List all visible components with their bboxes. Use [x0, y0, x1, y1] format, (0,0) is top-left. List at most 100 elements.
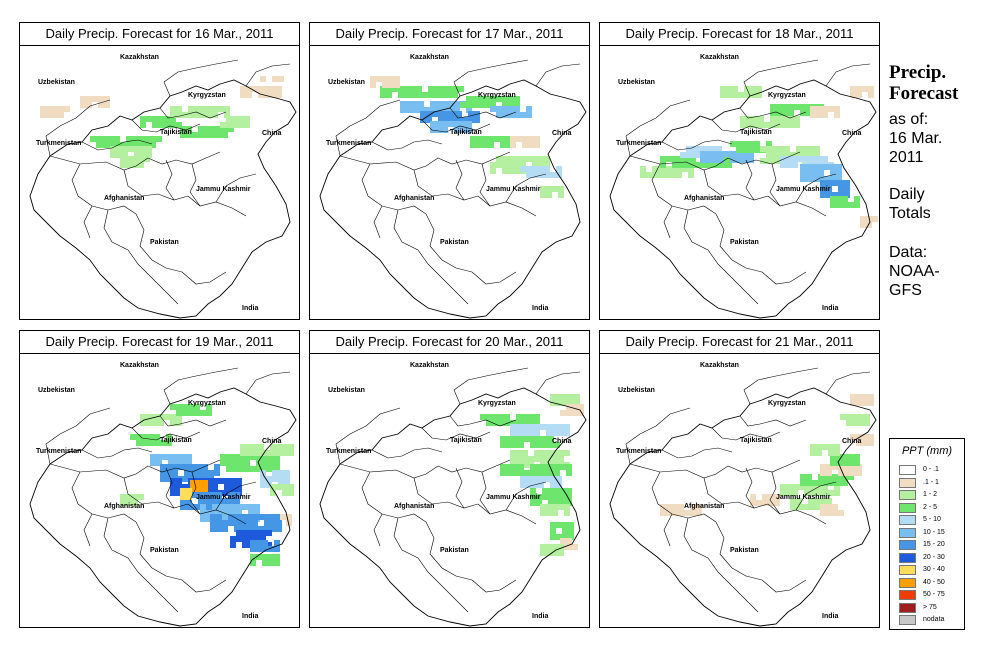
precip-cell: [806, 164, 812, 170]
precip-cell: [850, 434, 856, 440]
precip-cell: [788, 116, 794, 122]
precip-cell: [836, 176, 842, 182]
precip-cell: [794, 116, 800, 122]
label-china: China: [552, 438, 572, 445]
precip-cell: [836, 196, 842, 202]
precip-cell: [842, 480, 848, 486]
precip-cell: [166, 434, 172, 440]
precip-cell: [546, 456, 552, 462]
precip-cell: [548, 500, 554, 506]
precip-cell: [80, 102, 86, 108]
precip-cell: [816, 444, 822, 450]
precip-cell: [566, 500, 572, 506]
precip-cell: [216, 492, 222, 498]
precip-cell: [224, 112, 230, 118]
precip-cell: [472, 102, 478, 108]
precip-cell: [146, 116, 152, 122]
precip-cell: [132, 162, 138, 168]
label-uzbekistan: Uzbekistan: [328, 387, 365, 394]
precip-cell: [172, 464, 178, 470]
precip-cell: [838, 510, 844, 516]
precip-cell: [274, 454, 280, 460]
precip-cell: [552, 504, 558, 510]
precip-cell: [524, 470, 530, 476]
afghanistan-border: [319, 387, 587, 627]
precip-cell: [270, 526, 276, 532]
precip-cell: [248, 530, 254, 536]
precip-cell: [868, 440, 874, 446]
precip-cell: [278, 470, 284, 476]
precip-cell: [236, 504, 242, 510]
precip-cell: [120, 162, 126, 168]
precip-cell: [558, 186, 564, 192]
precip-cell: [794, 104, 800, 110]
precip-cell: [222, 526, 228, 532]
precip-cell: [236, 484, 242, 490]
province-border: [727, 459, 801, 473]
precip-cell: [814, 504, 820, 510]
precip-cell: [756, 86, 762, 92]
precip-cell: [518, 442, 524, 448]
precip-cell: [812, 170, 818, 176]
precip-cell: [848, 460, 854, 466]
precip-cell: [842, 202, 848, 208]
legend-label: nodata: [923, 616, 945, 623]
precip-cell: [790, 498, 796, 504]
precip-cell: [848, 202, 854, 208]
precip-cell: [736, 147, 742, 153]
precip-cell: [814, 498, 820, 504]
province-border: [625, 407, 691, 465]
precip-cell: [678, 156, 684, 162]
precip-cell: [246, 520, 252, 526]
precip-cell: [240, 526, 246, 532]
precip-cell: [664, 166, 670, 172]
province-border: [767, 195, 827, 217]
precip-cell: [748, 147, 754, 153]
precip-cell: [866, 222, 872, 228]
precip-cell: [660, 156, 666, 162]
precip-cell: [554, 464, 560, 470]
precip-cell: [546, 550, 552, 556]
precip-cell: [492, 420, 498, 426]
precip-cell: [186, 504, 192, 510]
precip-cell: [122, 146, 128, 152]
precip-cell: [774, 500, 780, 506]
precip-cell: [558, 456, 564, 462]
precip-cell: [540, 424, 546, 430]
precip-cell: [482, 136, 488, 142]
precip-cell: [548, 442, 554, 448]
precip-cell: [796, 146, 802, 152]
precip-cell: [450, 111, 456, 117]
precip-cell: [522, 424, 528, 430]
precip-cell: [266, 476, 272, 482]
precip-cell: [466, 102, 472, 108]
precip-cell: [498, 420, 504, 426]
precip-cell: [216, 126, 222, 132]
precip-cell: [508, 162, 514, 168]
label-jammu-kashmir: Jammu Kashmir: [486, 494, 541, 501]
precip-cell: [804, 490, 810, 496]
precip-cell: [560, 410, 566, 416]
province-border: [683, 209, 759, 305]
precip-cell: [104, 102, 110, 108]
precip-cell: [102, 142, 108, 148]
panel-title: Daily Precip. Forecast for 16 Mar., 2011: [20, 23, 299, 46]
province-border: [163, 367, 239, 405]
precip-cell: [200, 106, 206, 112]
precip-cell: [536, 494, 542, 500]
legend-label: 0 - .1: [923, 466, 939, 473]
precip-cell: [264, 92, 270, 98]
precip-cell: [816, 450, 822, 456]
precip-cell: [536, 470, 542, 476]
precip-layer: [640, 86, 878, 228]
precip-cell: [218, 478, 224, 484]
precip-cell: [526, 156, 532, 162]
province-border: [335, 407, 401, 465]
precip-cell: [856, 394, 862, 400]
precip-cell: [830, 454, 836, 460]
precip-cell: [146, 146, 152, 152]
sidebar-asof: as of: 16 Mar. 2011: [889, 110, 942, 167]
label-afghanistan: Afghanistan: [684, 195, 724, 202]
precip-cell: [148, 440, 154, 446]
precip-cell: [816, 112, 822, 118]
